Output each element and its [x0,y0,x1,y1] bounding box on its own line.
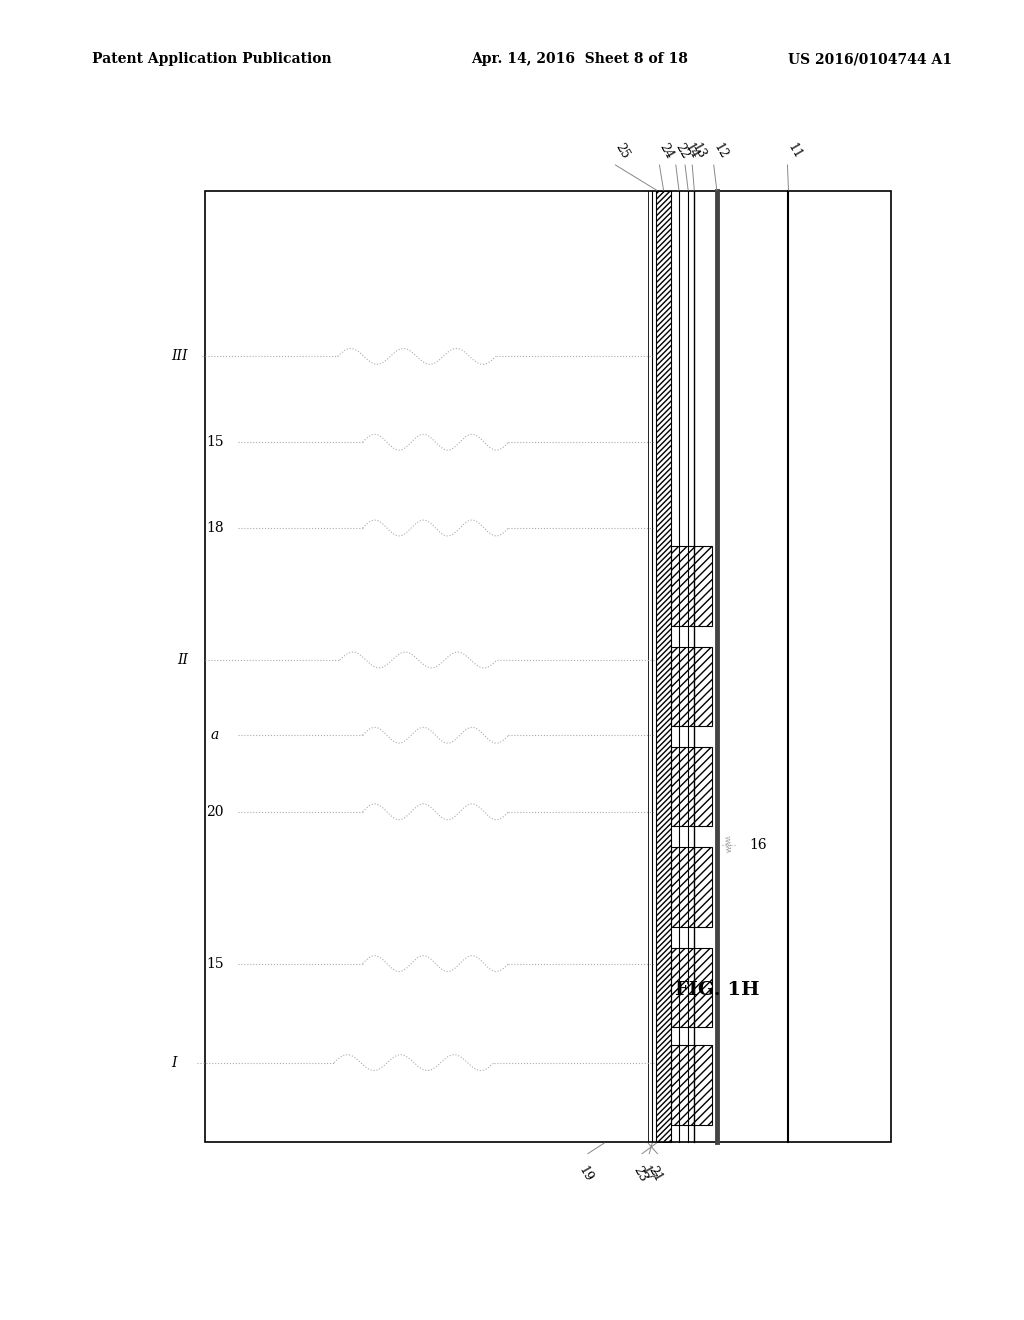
Text: Apr. 14, 2016  Sheet 8 of 18: Apr. 14, 2016 Sheet 8 of 18 [471,53,688,66]
Text: a: a [211,729,219,742]
Text: 21: 21 [646,1164,665,1184]
Text: 13: 13 [689,141,709,161]
Text: 18: 18 [206,521,224,535]
Text: 24: 24 [656,141,676,161]
Text: I: I [171,1056,177,1069]
Text: 25: 25 [612,141,632,161]
Bar [671,847,712,927]
Text: 15: 15 [206,957,224,970]
Bar [671,647,712,726]
Text: 20: 20 [206,805,224,818]
Text: 23: 23 [631,1164,649,1184]
Text: II: II [177,653,187,667]
Text: 12: 12 [711,141,730,161]
Text: III: III [171,350,187,363]
Text: 19: 19 [577,1164,595,1184]
Text: 17: 17 [638,1164,656,1184]
Text: 16: 16 [749,838,767,851]
Text: Patent Application Publication: Patent Application Publication [92,53,332,66]
Text: 11: 11 [784,141,804,161]
Text: 22: 22 [673,141,692,161]
Bar [671,546,712,626]
Bar [205,191,891,1142]
Bar [671,1045,712,1125]
Text: FIG. 1H: FIG. 1H [675,981,759,999]
Bar [656,191,671,1142]
Bar [671,948,712,1027]
Bar [671,747,712,826]
Text: 14: 14 [682,141,701,161]
Text: 15: 15 [206,436,224,449]
Text: US 2016/0104744 A1: US 2016/0104744 A1 [788,53,952,66]
